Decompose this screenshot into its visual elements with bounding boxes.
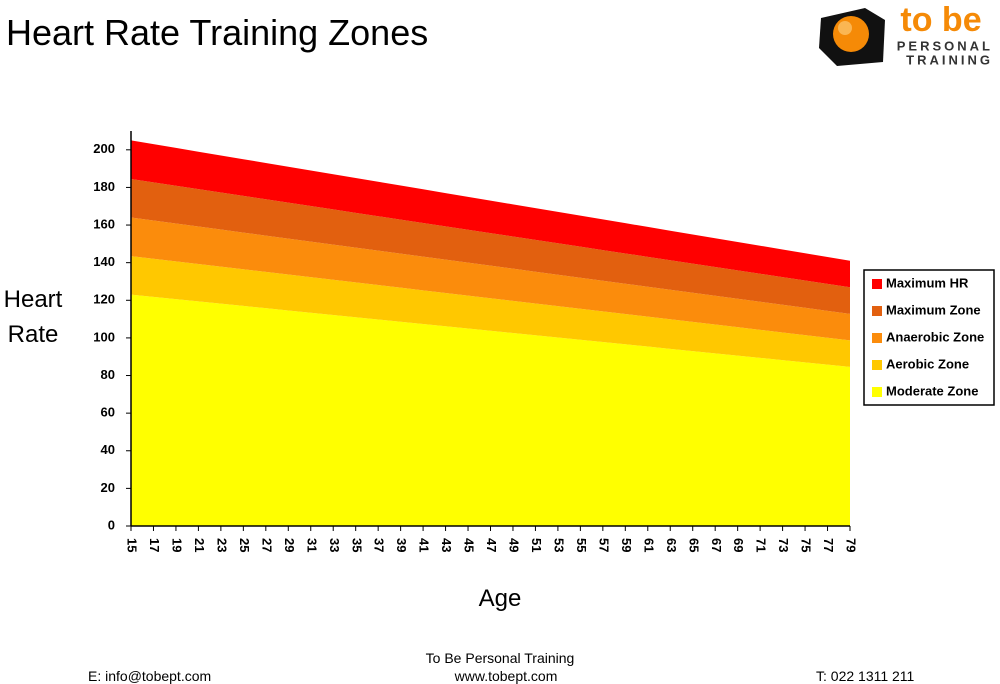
legend-label: Aerobic Zone [886, 356, 969, 371]
y-tick-label: 100 [93, 329, 115, 344]
y-tick-label: 80 [101, 367, 115, 382]
area [131, 140, 850, 288]
area [131, 294, 850, 526]
x-tick-label: 63 [664, 538, 679, 552]
footer-company: To Be Personal Training [425, 650, 575, 666]
x-tick-label: 53 [551, 538, 566, 552]
x-tick-label: 43 [439, 538, 454, 552]
x-tick-label: 17 [147, 538, 162, 552]
y-tick-label: 20 [101, 480, 115, 495]
x-tick-label: 39 [394, 538, 409, 552]
x-tick-label: 79 [844, 538, 859, 552]
footer-phone: T: 022 1311 211 [816, 668, 915, 684]
page-title: Heart Rate Training Zones [6, 12, 429, 53]
legend-swatch [872, 387, 882, 397]
y-axis-title: Heart Rate [3, 286, 63, 348]
legend-swatch [872, 333, 882, 343]
x-tick-label: 31 [304, 538, 319, 552]
footer-email: E: info@tobept.com [88, 668, 212, 684]
x-tick-label: 69 [731, 538, 746, 552]
legend-swatch [872, 279, 882, 289]
y-tick-label: 200 [93, 141, 115, 156]
logo: to be PERSONAL TRAINING [819, 4, 993, 67]
x-tick-label: 27 [259, 538, 274, 552]
x-tick-label: 41 [417, 538, 432, 552]
x-tick-label: 77 [821, 538, 836, 552]
x-tick-label: 73 [776, 538, 791, 552]
logo-word: to be [900, 4, 981, 39]
x-tick-label: 57 [596, 538, 611, 552]
x-tick-label: 45 [462, 538, 477, 552]
x-tick-label: 25 [237, 538, 252, 552]
x-tick-label: 49 [507, 538, 522, 552]
x-tick-label: 75 [799, 538, 814, 552]
legend-label: Moderate Zone [886, 383, 978, 398]
legend-label: Maximum HR [886, 275, 969, 290]
legend-box [863, 269, 995, 406]
legend-swatch [872, 306, 882, 316]
area [131, 178, 850, 314]
x-tick-label: 33 [327, 538, 342, 552]
x-tick-label: 65 [686, 538, 701, 552]
x-tick-label: 19 [170, 538, 185, 552]
y-tick-label: 180 [93, 179, 115, 194]
logo-line: TRAINING [906, 52, 993, 67]
x-tick-label: 37 [372, 538, 387, 552]
footer-web: www.tobept.com [454, 668, 558, 684]
x-tick-label: 21 [192, 538, 207, 552]
x-tick-label: 47 [484, 538, 499, 552]
logo-highlight [838, 21, 852, 35]
y-tick-label: 140 [93, 254, 115, 269]
x-tick-label: 35 [349, 538, 364, 552]
x-tick-label: 67 [709, 538, 724, 552]
x-tick-label: 71 [754, 538, 769, 552]
x-tick-label: 55 [574, 538, 589, 552]
x-tick-label: 59 [619, 538, 634, 552]
legend: Maximum HR Maximum Zone Anaerobic Zone Aero… [863, 269, 995, 406]
x-tick-label: 61 [641, 538, 656, 552]
area [131, 217, 850, 341]
y-tick-label: 160 [93, 216, 115, 231]
y-tick-label: 40 [101, 442, 115, 457]
x-tick-label: 23 [214, 538, 229, 552]
area [131, 256, 850, 367]
x-tick-label: 29 [282, 538, 297, 552]
y-tick-label: 60 [101, 405, 115, 420]
y-tick-label: 0 [108, 517, 115, 532]
legend-label: Anaerobic Zone [886, 329, 984, 344]
y-tick-label: 120 [93, 292, 115, 307]
legend-swatch [872, 360, 882, 370]
x-axis-title: Age [478, 585, 522, 612]
x-tick-label: 51 [529, 538, 544, 552]
legend-label: Maximum Zone [886, 302, 981, 317]
logo-line: PERSONAL [897, 38, 993, 53]
x-tick-label: 15 [125, 538, 140, 552]
